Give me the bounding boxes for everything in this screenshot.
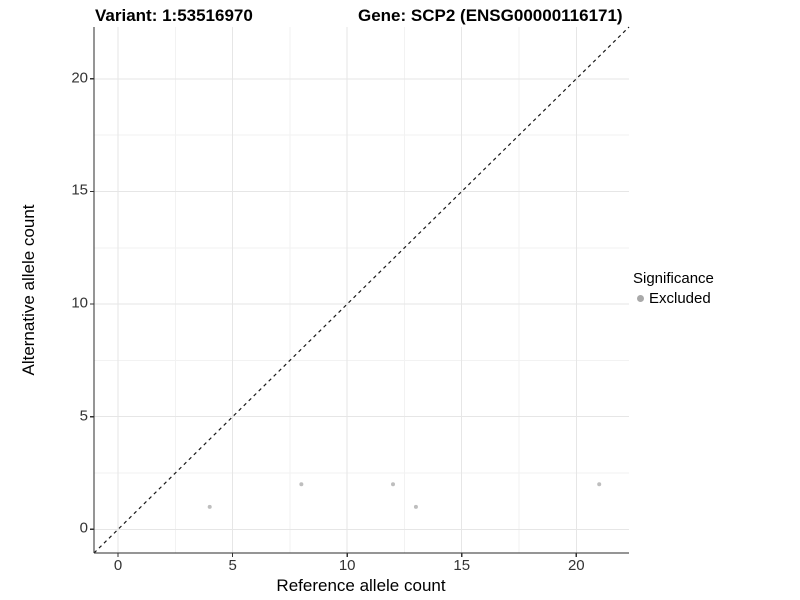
x-tick-label: 5: [228, 557, 237, 574]
legend: Significance Excluded: [633, 270, 714, 307]
y-tick-label: 0: [79, 519, 88, 537]
y-tick-label: 20: [71, 69, 88, 87]
legend-item-excluded: Excluded: [633, 290, 714, 307]
plot-title-variant: Variant: 1:53516970: [95, 6, 253, 25]
x-tick-label: 20: [567, 557, 585, 574]
data-point: [207, 504, 212, 509]
y-tick-label: 15: [71, 182, 88, 200]
data-point: [597, 482, 602, 487]
x-tick-label: 15: [453, 557, 471, 574]
legend-item-label: Excluded: [649, 290, 711, 307]
data-point: [299, 482, 304, 487]
y-axis-title: Alternative allele count: [19, 204, 38, 376]
x-axis-title: Reference allele count: [276, 576, 446, 595]
data-point: [391, 482, 396, 487]
legend-title: Significance: [633, 270, 714, 287]
x-tick-label: 0: [113, 557, 123, 574]
x-tick-label: 10: [338, 557, 356, 574]
y-tick-label: 10: [71, 294, 88, 312]
plot-title-gene: Gene: SCP2 (ENSG00000116171): [358, 6, 623, 25]
y-tick-label: 5: [79, 407, 88, 425]
data-point: [413, 504, 418, 509]
excluded-point-icon: [637, 295, 644, 302]
identity-line: [93, 26, 630, 554]
